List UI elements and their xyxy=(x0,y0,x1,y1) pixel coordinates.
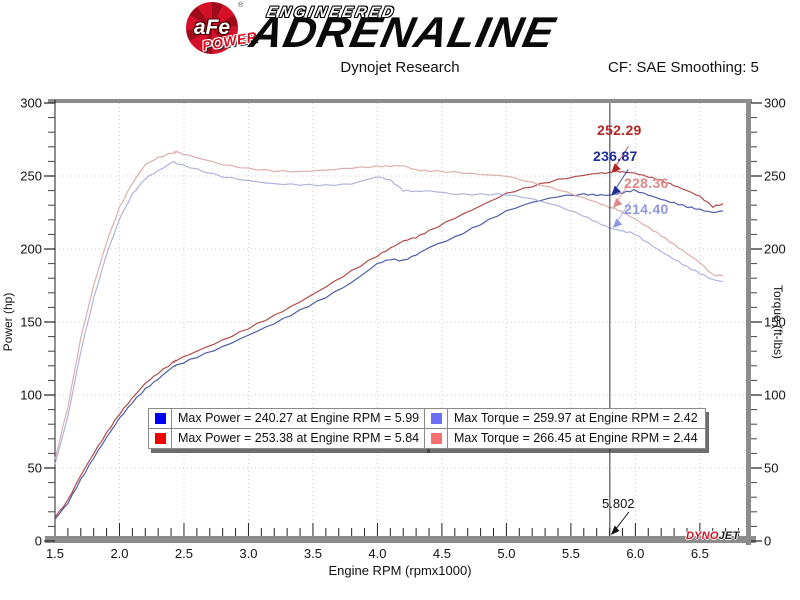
legend-row: Max Torque = 259.97 at Engine RPM = 2.42 xyxy=(425,409,705,428)
y-tick-label-left: 0 xyxy=(35,534,42,549)
callout-torque-periwinkle-value: 214.40 xyxy=(624,201,669,217)
y-axis-label-power: Power (hp) xyxy=(1,292,15,352)
legend-torque: Max Torque = 259.97 at Engine RPM = 2.42… xyxy=(424,408,706,449)
callout-power-red-value: 252.29 xyxy=(597,122,642,138)
y-tick-label-right: 150 xyxy=(764,315,786,330)
legend-swatch-box xyxy=(149,429,172,448)
power-red-swatch-icon xyxy=(154,433,166,444)
callout-leader xyxy=(616,181,631,202)
y-axis-label-torque: Torque (ft-lbs) xyxy=(771,284,785,360)
legend-swatch-box xyxy=(425,429,448,448)
plot-border-bottom xyxy=(45,536,756,543)
curve-3 xyxy=(54,150,724,460)
legend-power: Max Power = 240.27 at Engine RPM = 5.99 … xyxy=(148,408,428,449)
x-tick-label: 6.5 xyxy=(691,546,709,561)
y-tick-label-left: 200 xyxy=(20,242,42,257)
curve-0 xyxy=(54,188,724,520)
y-tick-label-left: 150 xyxy=(20,315,42,330)
dynojet-logo-jet: JET xyxy=(718,530,740,542)
y-tick-label-right: 100 xyxy=(764,388,786,403)
x-tick-label: 1.5 xyxy=(46,546,64,561)
x-tick-label: 5.0 xyxy=(497,546,515,561)
callout-arrow xyxy=(611,185,621,196)
legend-row: Max Power = 253.38 at Engine RPM = 5.84 xyxy=(149,428,427,448)
dynojet-logo: DYNOJET xyxy=(686,530,739,542)
cursor-pointer-arrow xyxy=(610,525,620,535)
legend-text: Max Power = 240.27 at Engine RPM = 5.99 xyxy=(172,409,427,428)
curve-2 xyxy=(54,160,724,465)
y-tick-label-right: 250 xyxy=(764,169,786,184)
legend-swatch-box xyxy=(425,409,448,428)
legend-text: Max Power = 253.38 at Engine RPM = 5.84 xyxy=(172,429,427,448)
curve-1 xyxy=(54,170,724,518)
power-blue-swatch-icon xyxy=(154,413,166,424)
x-tick-label: 4.5 xyxy=(433,546,451,561)
legend-swatch-box xyxy=(149,409,172,428)
afe-power-logo: aFe xyxy=(186,2,238,54)
callout-leader xyxy=(616,201,631,223)
registered-mark-icon: ® xyxy=(238,2,244,9)
y-tick-label-left: 50 xyxy=(28,461,42,476)
legend-text: Max Torque = 259.97 at Engine RPM = 2.42 xyxy=(448,409,705,428)
plot-border-right xyxy=(746,99,751,545)
legend-row: Max Torque = 266.45 at Engine RPM = 2.44 xyxy=(425,428,705,448)
torque-periwinkle-swatch-icon xyxy=(430,413,442,424)
callout-arrow xyxy=(612,198,623,208)
y-tick-label-right: 300 xyxy=(764,96,786,111)
x-tick-label: 2.5 xyxy=(175,546,193,561)
x-axis-label: Engine RPM (rpmx1000) xyxy=(328,563,472,578)
chart-title: Dynojet Research xyxy=(340,59,460,76)
cursor-rpm-label: 5.802 xyxy=(602,496,635,511)
callout-arrow xyxy=(612,218,623,228)
callout-torque-salmon-value: 228.36 xyxy=(624,175,669,191)
x-tick-label: 5.5 xyxy=(562,546,580,561)
x-tick-label: 2.0 xyxy=(110,546,128,561)
correction-factor-label: CF: SAE Smoothing: 5 xyxy=(608,59,759,76)
x-tick-label: 3.5 xyxy=(304,546,322,561)
y-tick-label-left: 250 xyxy=(20,169,42,184)
cursor-pointer-leader xyxy=(615,511,630,530)
y-tick-label-left: 100 xyxy=(20,388,42,403)
x-tick-label: 4.0 xyxy=(368,546,386,561)
brand-adrenaline: ADRENALINE xyxy=(245,9,560,57)
y-tick-label-right: 200 xyxy=(764,242,786,257)
callout-leader xyxy=(614,146,629,167)
y-tick-label-right: 50 xyxy=(764,461,778,476)
callout-leader xyxy=(614,168,629,190)
plot-border-top xyxy=(48,99,752,103)
x-tick-label: 6.0 xyxy=(626,546,644,561)
callout-power-blue-value: 236.87 xyxy=(593,148,638,164)
legend-row: Max Power = 240.27 at Engine RPM = 5.99 xyxy=(149,409,427,428)
afe-logo-text: aFe xyxy=(193,16,231,39)
callout-arrow xyxy=(611,163,621,173)
legend-text: Max Torque = 266.45 at Engine RPM = 2.44 xyxy=(448,429,705,448)
torque-salmon-swatch-icon xyxy=(430,433,442,444)
y-tick-label-right: 0 xyxy=(764,534,771,549)
y-tick-label-left: 300 xyxy=(20,96,42,111)
dynojet-logo-dyno: DYNO xyxy=(686,530,719,542)
x-tick-label: 3.0 xyxy=(239,546,257,561)
